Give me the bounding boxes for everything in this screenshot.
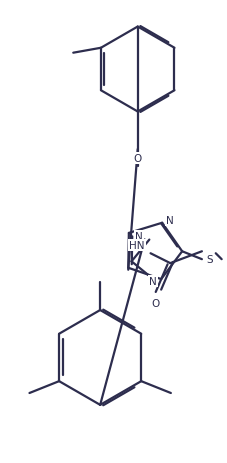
Text: O: O [133, 154, 141, 163]
Text: N: N [134, 232, 142, 241]
Text: HN: HN [128, 241, 144, 251]
Text: N: N [165, 215, 173, 225]
Text: S: S [206, 255, 212, 265]
Text: O: O [151, 298, 159, 308]
Text: N: N [149, 276, 156, 287]
